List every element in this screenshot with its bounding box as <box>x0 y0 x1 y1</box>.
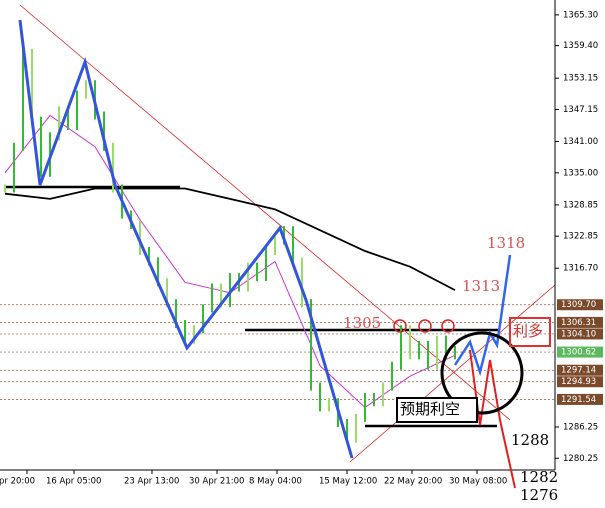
x-tick-label: 16 Apr 05:00 <box>46 477 101 487</box>
trend-line <box>349 284 556 463</box>
price-level-label: 1300.62 <box>561 348 596 358</box>
x-tick-label: 15 May 12:00 <box>319 477 377 487</box>
y-tick-label: 1359.40 <box>563 41 598 51</box>
annotation: 1318 <box>487 234 525 252</box>
y-tick-label: 1347.15 <box>563 105 598 115</box>
y-tick-label: 1280.25 <box>563 454 598 464</box>
price-level-label: 1294.93 <box>561 377 596 387</box>
marker-circle <box>393 319 407 333</box>
y-tick-label: 1328.85 <box>563 200 598 210</box>
x-tick-label: 30 May 08:00 <box>449 477 507 487</box>
y-tick-label: 1335.00 <box>563 168 598 178</box>
x-tick-label: 23 Apr 13:00 <box>124 477 179 487</box>
price-level-box <box>557 346 603 358</box>
annotation: 预期利空 <box>400 400 460 418</box>
y-tick-label: 1286.25 <box>563 422 598 432</box>
price-level-box <box>557 328 603 340</box>
annotation: 1282 <box>520 468 558 486</box>
moving-average <box>4 114 456 409</box>
price-level-label: 1304.10 <box>561 329 596 339</box>
y-tick-label: 1365.30 <box>563 10 598 20</box>
price-level-box <box>557 299 603 311</box>
label-box <box>396 397 478 423</box>
drawings <box>18 19 551 489</box>
annotation: 1305 <box>343 314 381 332</box>
y-tick-label: 1353.15 <box>563 74 598 84</box>
y-tick-label: 1341.00 <box>563 137 598 147</box>
price-level-label: 1306.31 <box>561 318 596 328</box>
price-level-box <box>557 364 603 376</box>
trend-lines <box>19 4 556 463</box>
price-level-label: 1291.54 <box>561 395 596 405</box>
blue-arrow-path <box>18 19 354 459</box>
x-tick-label: 30 Apr 21:00 <box>189 477 244 487</box>
x-tick-label: 8 May 04:00 <box>249 477 302 487</box>
price-level-label: 1309.70 <box>561 300 596 310</box>
label-box <box>509 317 551 347</box>
blue-arrow-path <box>453 254 512 377</box>
price-level-box <box>557 393 603 405</box>
focus-circle <box>440 331 524 415</box>
annotation: 1313 <box>462 277 500 295</box>
moving-average <box>4 187 456 291</box>
support-lines <box>5 185 500 428</box>
x-tick-label: 22 May 20:00 <box>384 477 442 487</box>
marker-circle <box>441 319 455 333</box>
y-tick-label: 1316.70 <box>563 264 598 274</box>
price-level-label: 1297.14 <box>561 366 596 376</box>
annotation: 1276 <box>520 486 558 504</box>
annotation: 1288 <box>511 431 549 449</box>
y-tick-label: 1322.85 <box>563 232 598 242</box>
marker-circle <box>418 319 432 333</box>
price-level-box <box>557 376 603 388</box>
x-tick-label: pr 20:00 <box>0 477 35 487</box>
annotation: 利多 <box>513 322 543 340</box>
price-level-box <box>557 316 603 328</box>
